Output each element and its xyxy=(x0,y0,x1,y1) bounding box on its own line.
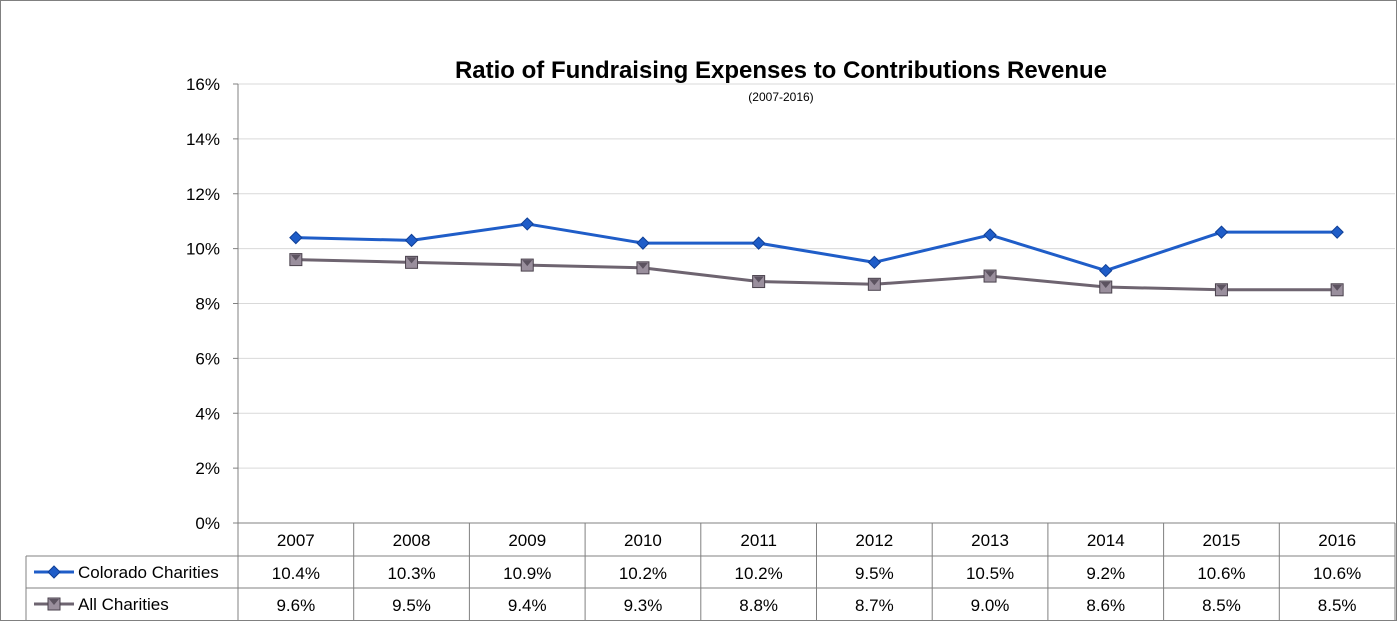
series-lines xyxy=(289,217,1344,297)
gridlines xyxy=(238,83,1395,469)
chart-subtitle: (2007-2016) xyxy=(748,90,813,104)
table-value-cell: 8.8% xyxy=(739,596,778,615)
table-value-cell: 8.5% xyxy=(1202,596,1241,615)
x-category-label: 2007 xyxy=(277,531,315,550)
table-value-cell: 9.3% xyxy=(624,596,663,615)
legend-series-name: Colorado Charities xyxy=(78,563,219,582)
x-category-label: 2011 xyxy=(740,531,777,550)
data-point-marker xyxy=(1214,283,1228,297)
legend-series-name: All Charities xyxy=(78,595,169,614)
data-point-marker xyxy=(404,233,419,248)
y-tick-label: 14% xyxy=(186,130,220,149)
y-tick-label: 6% xyxy=(195,349,220,368)
data-point-marker xyxy=(1099,280,1113,294)
series-line xyxy=(295,258,1338,292)
data-table: 2007 2008 2009 2010 2011 2012 2013 2014 2015 2016… xyxy=(25,522,1396,620)
table-value-cell: 10.4% xyxy=(272,564,320,583)
data-point-marker xyxy=(1099,263,1113,278)
table-value-cell: 10.3% xyxy=(387,564,435,583)
table-value-cell: 9.6% xyxy=(276,596,315,615)
table-value-cell: 9.2% xyxy=(1086,564,1125,583)
legend-key-marker xyxy=(47,565,61,579)
data-point-marker xyxy=(983,269,997,283)
data-point-marker xyxy=(289,253,303,267)
table-value-cell: 8.6% xyxy=(1086,596,1125,615)
y-tick-label: 0% xyxy=(195,514,220,533)
table-value-cell: 10.2% xyxy=(619,564,667,583)
x-category-label: 2010 xyxy=(624,531,662,550)
data-point-marker xyxy=(289,230,303,245)
data-point-marker xyxy=(520,258,534,272)
table-value-cell: 9.5% xyxy=(392,596,431,615)
y-tick-label: 10% xyxy=(186,240,220,259)
table-value-cell: 9.4% xyxy=(508,596,547,615)
data-point-marker xyxy=(1330,283,1344,297)
x-category-label: 2008 xyxy=(393,531,431,550)
x-category-label: 2012 xyxy=(855,531,893,550)
table-value-cell: 10.6% xyxy=(1313,564,1361,583)
x-category-label: 2009 xyxy=(508,531,546,550)
data-point-marker xyxy=(405,255,419,269)
x-category-label: 2013 xyxy=(971,531,1009,550)
data-point-marker xyxy=(636,261,650,275)
table-value-cell: 10.2% xyxy=(735,564,783,583)
y-tick-label: 2% xyxy=(195,459,220,478)
legend-key-marker xyxy=(47,597,61,611)
table-value-cell: 10.9% xyxy=(503,564,551,583)
x-category-label: 2015 xyxy=(1203,531,1241,550)
x-category-label: 2016 xyxy=(1318,531,1356,550)
data-point-marker xyxy=(867,255,882,270)
table-value-cell: 10.6% xyxy=(1197,564,1245,583)
table-value-cell: 9.5% xyxy=(855,564,894,583)
data-point-marker xyxy=(983,228,997,242)
table-value-cell: 8.5% xyxy=(1318,596,1357,615)
y-tick-label: 8% xyxy=(195,295,220,314)
series-line xyxy=(295,222,1338,273)
data-point-marker xyxy=(1330,225,1344,239)
data-point-marker xyxy=(636,236,650,250)
chart-title: Ratio of Fundraising Expenses to Contrib… xyxy=(455,57,1107,84)
data-point-marker xyxy=(520,217,534,231)
y-axis-ticks: 0% 2% 4% 6% 8% 10% 12% 14% 16% xyxy=(186,75,239,533)
y-tick-label: 16% xyxy=(186,75,220,94)
x-category-label: 2014 xyxy=(1087,531,1125,550)
table-value-cell: 8.7% xyxy=(855,596,894,615)
data-point-marker xyxy=(752,275,766,289)
y-tick-label: 4% xyxy=(195,404,220,423)
y-tick-label: 12% xyxy=(186,185,220,204)
data-point-marker xyxy=(1214,225,1229,239)
data-point-marker xyxy=(751,236,766,250)
data-point-marker xyxy=(867,277,881,291)
table-value-cell: 10.5% xyxy=(966,564,1014,583)
table-value-cell: 9.0% xyxy=(971,596,1010,615)
